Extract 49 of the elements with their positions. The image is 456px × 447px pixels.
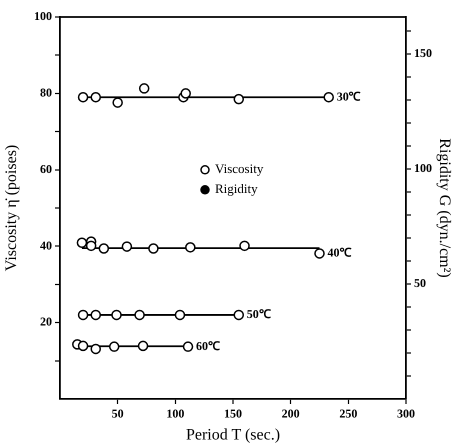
point (138, 83, 150, 94)
annotation: 50℃ (246, 307, 271, 322)
point (122, 241, 132, 252)
point (98, 243, 110, 254)
point (78, 310, 88, 320)
point (182, 341, 194, 352)
y2-tick-label: 100 (414, 160, 432, 175)
y-tick-label: 20 (40, 314, 52, 329)
legend-label: Viscosity (215, 161, 264, 176)
legend-label: Rigidity (215, 181, 258, 196)
point (134, 310, 145, 320)
point (180, 88, 191, 99)
x-tick-label: 250 (339, 406, 358, 420)
point (111, 310, 122, 320)
point (90, 310, 102, 320)
annotation: 60℃ (196, 338, 220, 353)
point (323, 92, 334, 102)
point (314, 248, 325, 259)
y-tick-label: 60 (40, 162, 52, 176)
point (148, 243, 159, 254)
y-tick-label: 80 (40, 85, 52, 100)
y2-tick-label: 150 (414, 46, 432, 60)
y-tick-label: 100 (34, 9, 52, 24)
annotation: 40℃ (328, 246, 352, 260)
point (239, 240, 250, 252)
y-tick-label: 40 (40, 238, 52, 252)
point (86, 240, 96, 252)
point (90, 344, 102, 354)
point (108, 341, 120, 352)
x-tick-label: 100 (166, 406, 184, 420)
y2-axis-title: Rigidity G (dyn./cm²) (436, 138, 454, 278)
x-tick-label: 200 (282, 406, 300, 420)
y2-tick-label: 50 (414, 276, 426, 290)
x-axis-title: Period T (sec.) (186, 426, 280, 444)
annotation: 30℃ (336, 89, 361, 104)
point (234, 94, 244, 104)
point (78, 92, 88, 102)
point (112, 97, 123, 108)
point (138, 340, 148, 352)
y-axis-title: Viscosity η̇ (poises) (2, 144, 20, 272)
x-tick-label: 150 (224, 406, 242, 420)
point (174, 310, 186, 320)
point (234, 310, 244, 320)
point (185, 242, 196, 253)
point (76, 238, 88, 248)
x-tick-label: 50 (112, 406, 124, 420)
point (78, 340, 88, 352)
x-tick-label: 300 (397, 406, 415, 420)
point (90, 92, 102, 102)
